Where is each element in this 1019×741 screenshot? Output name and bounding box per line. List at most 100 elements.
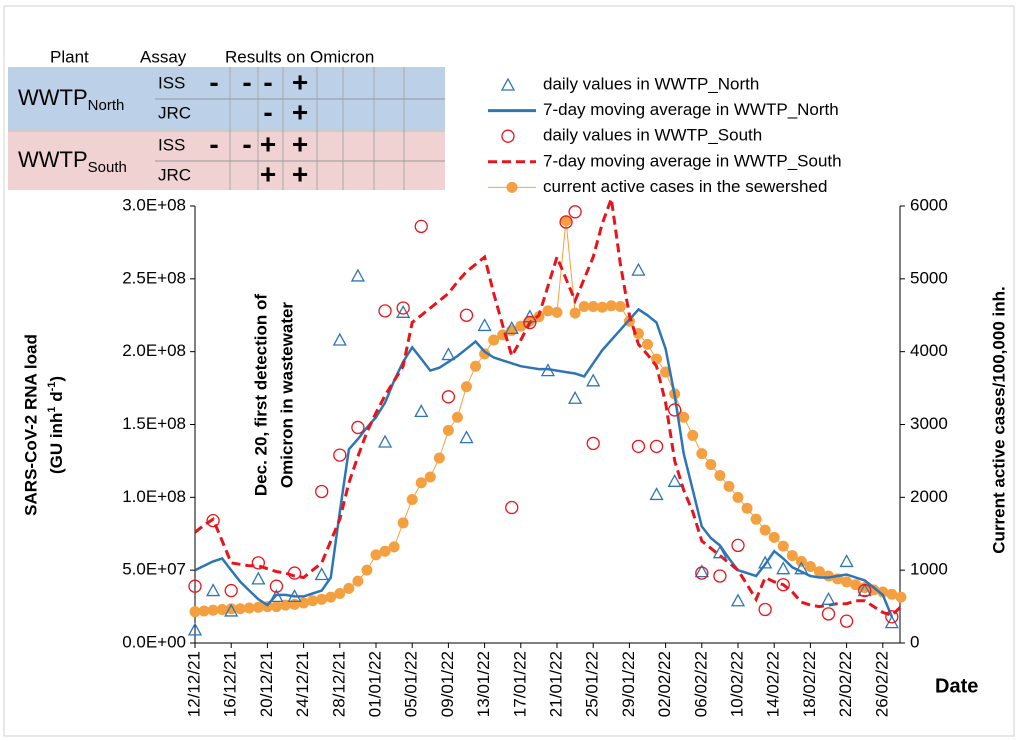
dot-marker: [560, 215, 572, 227]
dot-marker: [488, 334, 500, 346]
dot-marker: [569, 307, 581, 319]
triangle-marker: [649, 487, 664, 501]
result-symbol: -: [242, 66, 251, 97]
x-tick-label: 12/12/21: [184, 651, 203, 717]
triangle-marker: [377, 434, 393, 448]
y2-tick-label: 0: [910, 632, 919, 651]
circle-marker: [885, 610, 899, 624]
dot-marker: [687, 429, 699, 441]
circle-marker: [333, 448, 347, 462]
dot-marker: [370, 549, 382, 561]
circle-marker: [523, 315, 537, 330]
triangle-marker: [839, 554, 854, 568]
triangle-marker: [758, 555, 773, 569]
triangle-marker: [667, 473, 682, 487]
dot-marker: [361, 564, 373, 576]
dot-marker: [424, 471, 436, 483]
x-tick-label: 26/02/22: [872, 651, 891, 717]
x-tick-label: 20/12/21: [257, 651, 276, 717]
legend-label: 7-day moving average in WWTP_North: [543, 100, 839, 119]
y2-tick-label: 4000: [910, 341, 948, 360]
triangle-marker: [794, 561, 809, 575]
circle-marker: [396, 301, 410, 315]
circle-marker: [649, 439, 664, 454]
triangle-marker: [712, 545, 727, 559]
dot-marker: [732, 491, 744, 503]
dot-marker: [542, 305, 554, 317]
circle-marker: [441, 390, 456, 404]
dot-marker: [216, 603, 228, 615]
x-tick-label: 28/12/21: [329, 651, 348, 717]
dot-marker: [605, 300, 617, 312]
x-tick-label: 05/01/22: [402, 651, 421, 717]
plant-name: WWTP: [18, 147, 88, 172]
triangle-marker: [857, 583, 872, 597]
triangle-marker: [504, 321, 519, 335]
triangle-marker: [821, 591, 836, 605]
circle-marker: [269, 579, 284, 593]
circle-marker: [713, 569, 727, 583]
plant-label: WWTPSouth: [18, 147, 127, 176]
result-symbol: +: [292, 158, 308, 189]
triangle-marker: [414, 404, 429, 418]
legend-label: current active cases in the sewershed: [543, 177, 827, 196]
circle-marker: [559, 215, 573, 229]
y-tick-label: 1.5E+08: [122, 414, 186, 433]
x-tick-label: 16/12/21: [221, 651, 240, 717]
result-symbol: -: [242, 128, 251, 159]
y-axis-label: (GU inh1 d-1): [46, 376, 67, 474]
circle-marker: [378, 304, 392, 318]
y-tick-label: 5.0E+07: [122, 560, 186, 579]
series-line: [194, 198, 902, 618]
legend-label: daily values in WWTP_North: [543, 74, 759, 93]
x-tick-label: 10/02/22: [727, 651, 746, 717]
circle-marker: [224, 583, 238, 598]
dot-marker: [705, 459, 717, 471]
result-symbol: -: [263, 66, 272, 97]
dot-marker: [479, 348, 491, 360]
circle-marker: [459, 308, 474, 322]
dot-marker: [777, 540, 789, 552]
dot-marker: [877, 586, 889, 598]
dot-marker: [804, 561, 816, 573]
dot-marker: [189, 606, 201, 618]
dot-marker: [280, 599, 291, 611]
y2-tick-label: 3000: [910, 414, 948, 433]
triangle-marker: [522, 309, 537, 323]
x-tick-label: 02/02/22: [655, 651, 674, 717]
dot-marker: [379, 545, 391, 557]
dot-marker: [433, 452, 445, 464]
dot-marker: [252, 601, 264, 613]
y2-tick-label: 1000: [910, 560, 948, 579]
dot-marker: [451, 411, 463, 423]
dot-marker: [768, 531, 780, 543]
result-symbol: +: [292, 128, 308, 159]
y-tick-label: 1.0E+08: [122, 487, 186, 506]
x-tick-label: 29/01/22: [619, 651, 638, 717]
dot-marker: [813, 566, 825, 578]
result-symbol: +: [292, 66, 308, 97]
dot-marker: [352, 575, 364, 587]
circle-marker: [758, 602, 772, 617]
triangle-marker: [477, 318, 492, 332]
result-symbol: -: [263, 96, 272, 127]
dot-marker: [587, 301, 599, 313]
plant-subscript: North: [88, 97, 125, 114]
triangle-marker: [350, 268, 365, 282]
circle-marker: [631, 439, 646, 454]
x-tick-label: 18/02/22: [800, 651, 819, 717]
y2-tick-label: 6000: [910, 195, 948, 214]
dot-marker: [551, 306, 563, 318]
assay-table: Plant Assay Results on Omicron WWTPNorth…: [8, 47, 445, 190]
triangle-marker: [396, 304, 411, 318]
dot-marker: [786, 550, 798, 562]
triangle-marker: [287, 589, 302, 603]
triangle-marker: [314, 567, 329, 581]
result-symbol: -: [209, 128, 218, 159]
legend-icon: [500, 77, 516, 91]
dot-marker: [325, 591, 337, 603]
triangle-marker: [586, 373, 601, 387]
triangle-marker: [459, 430, 474, 444]
dot-marker: [696, 448, 708, 460]
circle-marker: [821, 607, 836, 621]
